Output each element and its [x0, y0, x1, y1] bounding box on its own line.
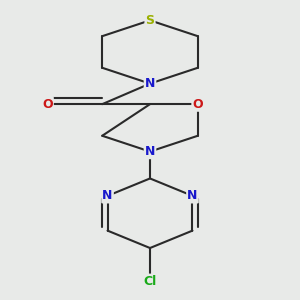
- Text: N: N: [145, 145, 155, 158]
- Text: Cl: Cl: [143, 275, 157, 288]
- Text: S: S: [146, 14, 154, 27]
- Text: N: N: [187, 189, 198, 202]
- Text: N: N: [145, 77, 155, 90]
- Text: O: O: [193, 98, 203, 111]
- Text: O: O: [42, 98, 53, 111]
- Text: N: N: [102, 189, 113, 202]
